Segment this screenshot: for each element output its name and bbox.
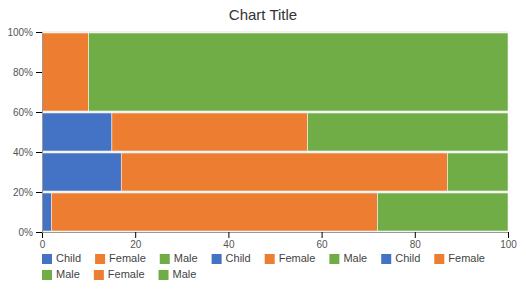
x-tick: 80 <box>410 232 422 250</box>
x-tick-label: 80 <box>410 239 422 250</box>
legend-item: Male <box>160 252 198 264</box>
y-tick-label: 80% <box>13 67 33 78</box>
legend-label: Child <box>395 252 420 264</box>
y-tick: 100% <box>7 27 42 38</box>
legend-swatch <box>434 254 444 264</box>
legend-label: Male <box>174 252 198 264</box>
x-tick-label: 40 <box>223 239 235 250</box>
grid <box>42 32 508 232</box>
y-tick-label: 100% <box>7 27 33 38</box>
bar-segment <box>121 153 447 191</box>
legend: Child Female Male Child Female Male Child Femal… <box>42 252 485 280</box>
grid-line <box>42 152 508 153</box>
legend-swatch <box>42 270 52 280</box>
y-tick-label: 60% <box>13 107 33 118</box>
x-axis: 0 20 40 60 80 100 <box>40 232 518 250</box>
legend-swatch <box>160 254 170 264</box>
bar-segment <box>42 113 112 151</box>
y-tick-mark <box>36 32 42 33</box>
legend-item: Child <box>212 252 251 264</box>
legend-label: Male <box>173 268 197 280</box>
bars <box>42 33 508 231</box>
y-tick-mark <box>36 232 42 233</box>
bar-segment <box>112 113 308 151</box>
y-tick-mark <box>36 72 42 73</box>
legend-swatch <box>42 254 52 264</box>
y-tick-label: 40% <box>13 147 33 158</box>
plot: 0 20 40 60 80 100 0% 20% 40% 60% 80% 100% <box>7 27 517 250</box>
x-axis-line <box>43 233 509 239</box>
x-tick-label: 20 <box>130 239 142 250</box>
legend-swatch <box>265 254 275 264</box>
legend-label: Male <box>343 252 367 264</box>
legend-label: Child <box>226 252 251 264</box>
legend-item: Female <box>434 252 485 264</box>
y-tick: 20% <box>13 187 42 198</box>
x-tick-label: 100 <box>500 239 517 250</box>
y-tick: 60% <box>13 107 42 118</box>
y-axis: 0% 20% 40% 60% 80% 100% <box>7 27 42 238</box>
y-tick-label: 0% <box>19 227 34 238</box>
grid-line <box>42 32 508 33</box>
legend-item: Female <box>265 252 316 264</box>
bar-segment <box>447 153 508 191</box>
y-tick-mark <box>36 192 42 193</box>
x-tick-mark <box>322 232 323 238</box>
y-tick: 0% <box>19 227 42 238</box>
bar-segment <box>51 193 377 231</box>
legend-label: Female <box>108 268 145 280</box>
x-tick-label: 0 <box>40 239 46 250</box>
legend-label: Female <box>109 252 146 264</box>
legend-swatch <box>381 254 391 264</box>
grid-line <box>42 192 508 193</box>
x-tick-mark <box>135 232 136 238</box>
x-tick-mark <box>415 232 416 238</box>
y-tick-mark <box>36 112 42 113</box>
x-tick: 20 <box>130 232 142 250</box>
y-axis-line <box>36 33 43 233</box>
legend-label: Female <box>279 252 316 264</box>
legend-item: Male <box>42 268 80 280</box>
bar-segment <box>42 33 89 111</box>
legend-swatch <box>212 254 222 264</box>
y-tick-mark <box>36 152 42 153</box>
x-tick-label: 60 <box>317 239 329 250</box>
legend-swatch <box>159 270 169 280</box>
legend-label: Male <box>56 268 80 280</box>
legend-item: Child <box>381 252 420 264</box>
y-tick: 40% <box>13 147 42 158</box>
title: Chart Title <box>229 6 297 23</box>
legend-item: Child <box>42 252 81 264</box>
y-tick-label: 20% <box>13 187 33 198</box>
x-tick: 0 <box>40 232 46 250</box>
x-tick: 40 <box>223 232 235 250</box>
x-tick: 60 <box>317 232 329 250</box>
legend-item: Female <box>95 252 146 264</box>
legend-swatch <box>94 270 104 280</box>
x-tick: 100 <box>500 232 517 250</box>
bar-segment <box>89 33 508 111</box>
legend-swatch <box>329 254 339 264</box>
legend-label: Female <box>448 252 485 264</box>
y-tick: 80% <box>13 67 42 78</box>
grid-line <box>42 112 508 113</box>
chart: Chart Title 0 20 40 60 80 100 0% 20% 40% 60% 80% 100… <box>0 0 526 298</box>
legend-label: Child <box>56 252 81 264</box>
bar-segment <box>308 113 508 151</box>
x-tick-mark <box>508 232 509 238</box>
legend-item: Male <box>159 268 197 280</box>
legend-item: Male <box>329 252 367 264</box>
bar-segment <box>378 193 508 231</box>
bar-segment <box>42 153 121 191</box>
legend-swatch <box>95 254 105 264</box>
legend-item: Female <box>94 268 145 280</box>
bar-segment <box>42 193 51 231</box>
x-tick-mark <box>228 232 229 238</box>
